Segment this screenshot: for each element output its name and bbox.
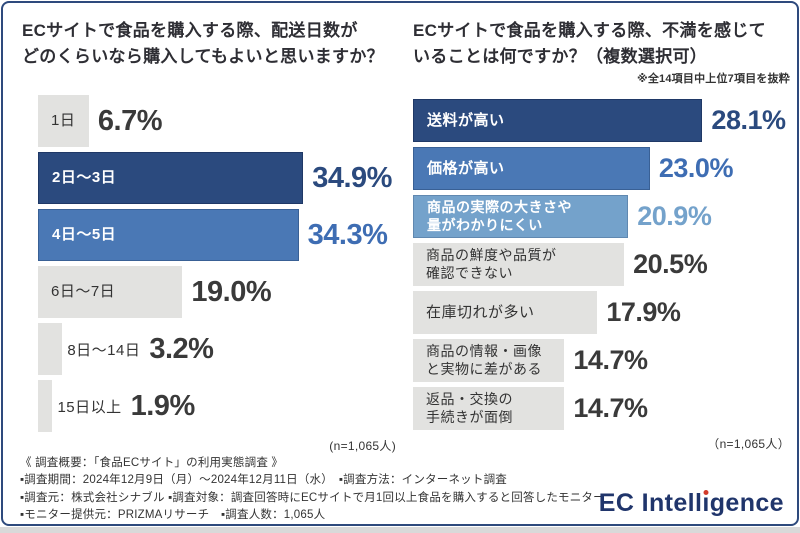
bar-label: 4日〜5日 <box>52 226 117 244</box>
delivery-days-chart: ECサイトで食品を購入する際、配送日数が どのくらいなら購入してもよいと思います… <box>22 18 400 454</box>
bar-value: 23.0% <box>658 153 734 183</box>
sample-size-label: (n=1,065人) <box>329 439 396 453</box>
bar-row: 8日〜14日 3.2% <box>38 323 400 375</box>
dissatisfaction-bars: 送料が高い 28.1% 価格が高い 23.0% 商品の実際の大きさや 量がわかり… <box>413 99 790 430</box>
bar: 商品の情報・画像 と実物に差がある <box>413 339 565 382</box>
bar-label: 商品の情報・画像 と実物に差がある <box>426 342 542 377</box>
logo-text-pre: EC Intell <box>598 489 703 517</box>
bar-value: 1.9% <box>130 389 196 422</box>
bar-row: 1日 6.7% <box>38 95 400 147</box>
bar-label: 6日〜7日 <box>51 283 116 301</box>
bottom-edge-strip <box>0 527 800 533</box>
bar: 価格が高い <box>413 147 650 190</box>
bar-value: 14.7% <box>573 345 648 375</box>
bar-row: 商品の鮮度や品質が 確認できない 20.5% <box>413 243 790 286</box>
bar-row: 6日〜7日 19.0% <box>38 266 400 318</box>
ec-intelligence-logo: EC Intellıgence <box>599 489 784 518</box>
bar-row: 返品・交換の 手続きが面倒 14.7% <box>413 387 790 430</box>
delivery-days-chart-title: ECサイトで食品を購入する際、配送日数が どのくらいなら購入してもよいと思います… <box>22 21 384 66</box>
bar-row: 2日〜3日 34.9% <box>38 152 400 204</box>
bar: 商品の鮮度や品質が 確認できない <box>413 243 625 286</box>
logo-red-dot-i: ı <box>702 489 710 517</box>
bar: 在庫切れが多い <box>413 291 598 334</box>
bar <box>38 323 63 375</box>
bar: 4日〜5日 <box>38 209 299 261</box>
bar-value: 14.7% <box>573 393 648 423</box>
survey-detail-line: ▪調査元：株式会社シナブル ▪調査対象：調査回答時にECサイトで月1回以上食品を… <box>20 491 605 504</box>
sample-size-label: （n=1,065人） <box>707 437 790 451</box>
logo-text-post: gence <box>709 489 784 517</box>
bar-row: 商品の情報・画像 と実物に差がある 14.7% <box>413 339 790 382</box>
bar-value: 20.9% <box>637 201 712 231</box>
survey-detail-line: ▪調査期間：2024年12月9日（月）〜2024年12月11日（水） ▪調査方法… <box>20 474 507 487</box>
bar-label: 返品・交換の 手続きが面倒 <box>426 390 513 425</box>
bar-value: 28.1% <box>711 105 786 135</box>
bar-row: 15日以上 1.9% <box>38 380 400 432</box>
bar: 返品・交換の 手続きが面倒 <box>413 387 565 430</box>
bar-row: 4日〜5日 34.3% <box>38 209 400 261</box>
bar-value: 17.9% <box>606 297 681 327</box>
bar-value: 34.3% <box>307 218 388 251</box>
bar-value: 3.2% <box>149 332 214 365</box>
bar: 商品の実際の大きさや 量がわかりにくい <box>413 195 629 238</box>
bar-label: 価格が高い <box>427 159 505 177</box>
bar: 2日〜3日 <box>38 152 304 204</box>
bar-label: 2日〜3日 <box>52 169 117 187</box>
bar: 6日〜7日 <box>38 266 183 318</box>
survey-overview: 《 調査概要：「食品ECサイト」の利用実態調査 》 ▪調査期間：2024年12月… <box>20 455 605 525</box>
bar-row: 価格が高い 23.0% <box>413 147 790 190</box>
survey-overview-header: 《 調査概要：「食品ECサイト」の利用実態調査 》 <box>20 457 284 469</box>
bar-row: 送料が高い 28.1% <box>413 99 790 142</box>
bar <box>38 380 53 432</box>
dissatisfaction-chart: ECサイトで食品を購入する際、不満を感じて いることは何ですか？（複数選択可） … <box>413 18 790 452</box>
bar-label: 1日 <box>51 112 76 130</box>
bar-label: 在庫切れが多い <box>426 303 535 321</box>
bar-label: 商品の実際の大きさや 量がわかりにくい <box>427 198 572 233</box>
bar-value: 6.7% <box>97 104 163 137</box>
bar-value: 19.0% <box>191 275 272 308</box>
dissatisfaction-chart-title: ECサイトで食品を購入する際、不満を感じて いることは何ですか？（複数選択可） <box>413 21 766 66</box>
bar-value: 20.5% <box>633 249 708 279</box>
delivery-days-bars: 1日 6.7% 2日〜3日 34.9% 4日〜5日 34.3% 6日〜7日 19… <box>38 95 400 432</box>
bar-label: 8日〜14日 <box>67 341 141 359</box>
bar-label: 送料が高い <box>427 111 505 129</box>
bar-row: 在庫切れが多い 17.9% <box>413 291 790 334</box>
bar-row: 商品の実際の大きさや 量がわかりにくい 20.9% <box>413 195 790 238</box>
bar: 1日 <box>38 95 89 147</box>
top7-note: ※全14項目中上位7項目を抜粋 <box>636 73 790 85</box>
bar: 送料が高い <box>413 99 703 142</box>
survey-detail-line: ▪モニター提供元：PRIZMAリサーチ ▪調査人数：1,065人 <box>20 509 326 522</box>
bar-label: 商品の鮮度や品質が 確認できない <box>426 246 557 281</box>
bar-label: 15日以上 <box>57 398 122 416</box>
bar-value: 34.9% <box>312 161 392 194</box>
